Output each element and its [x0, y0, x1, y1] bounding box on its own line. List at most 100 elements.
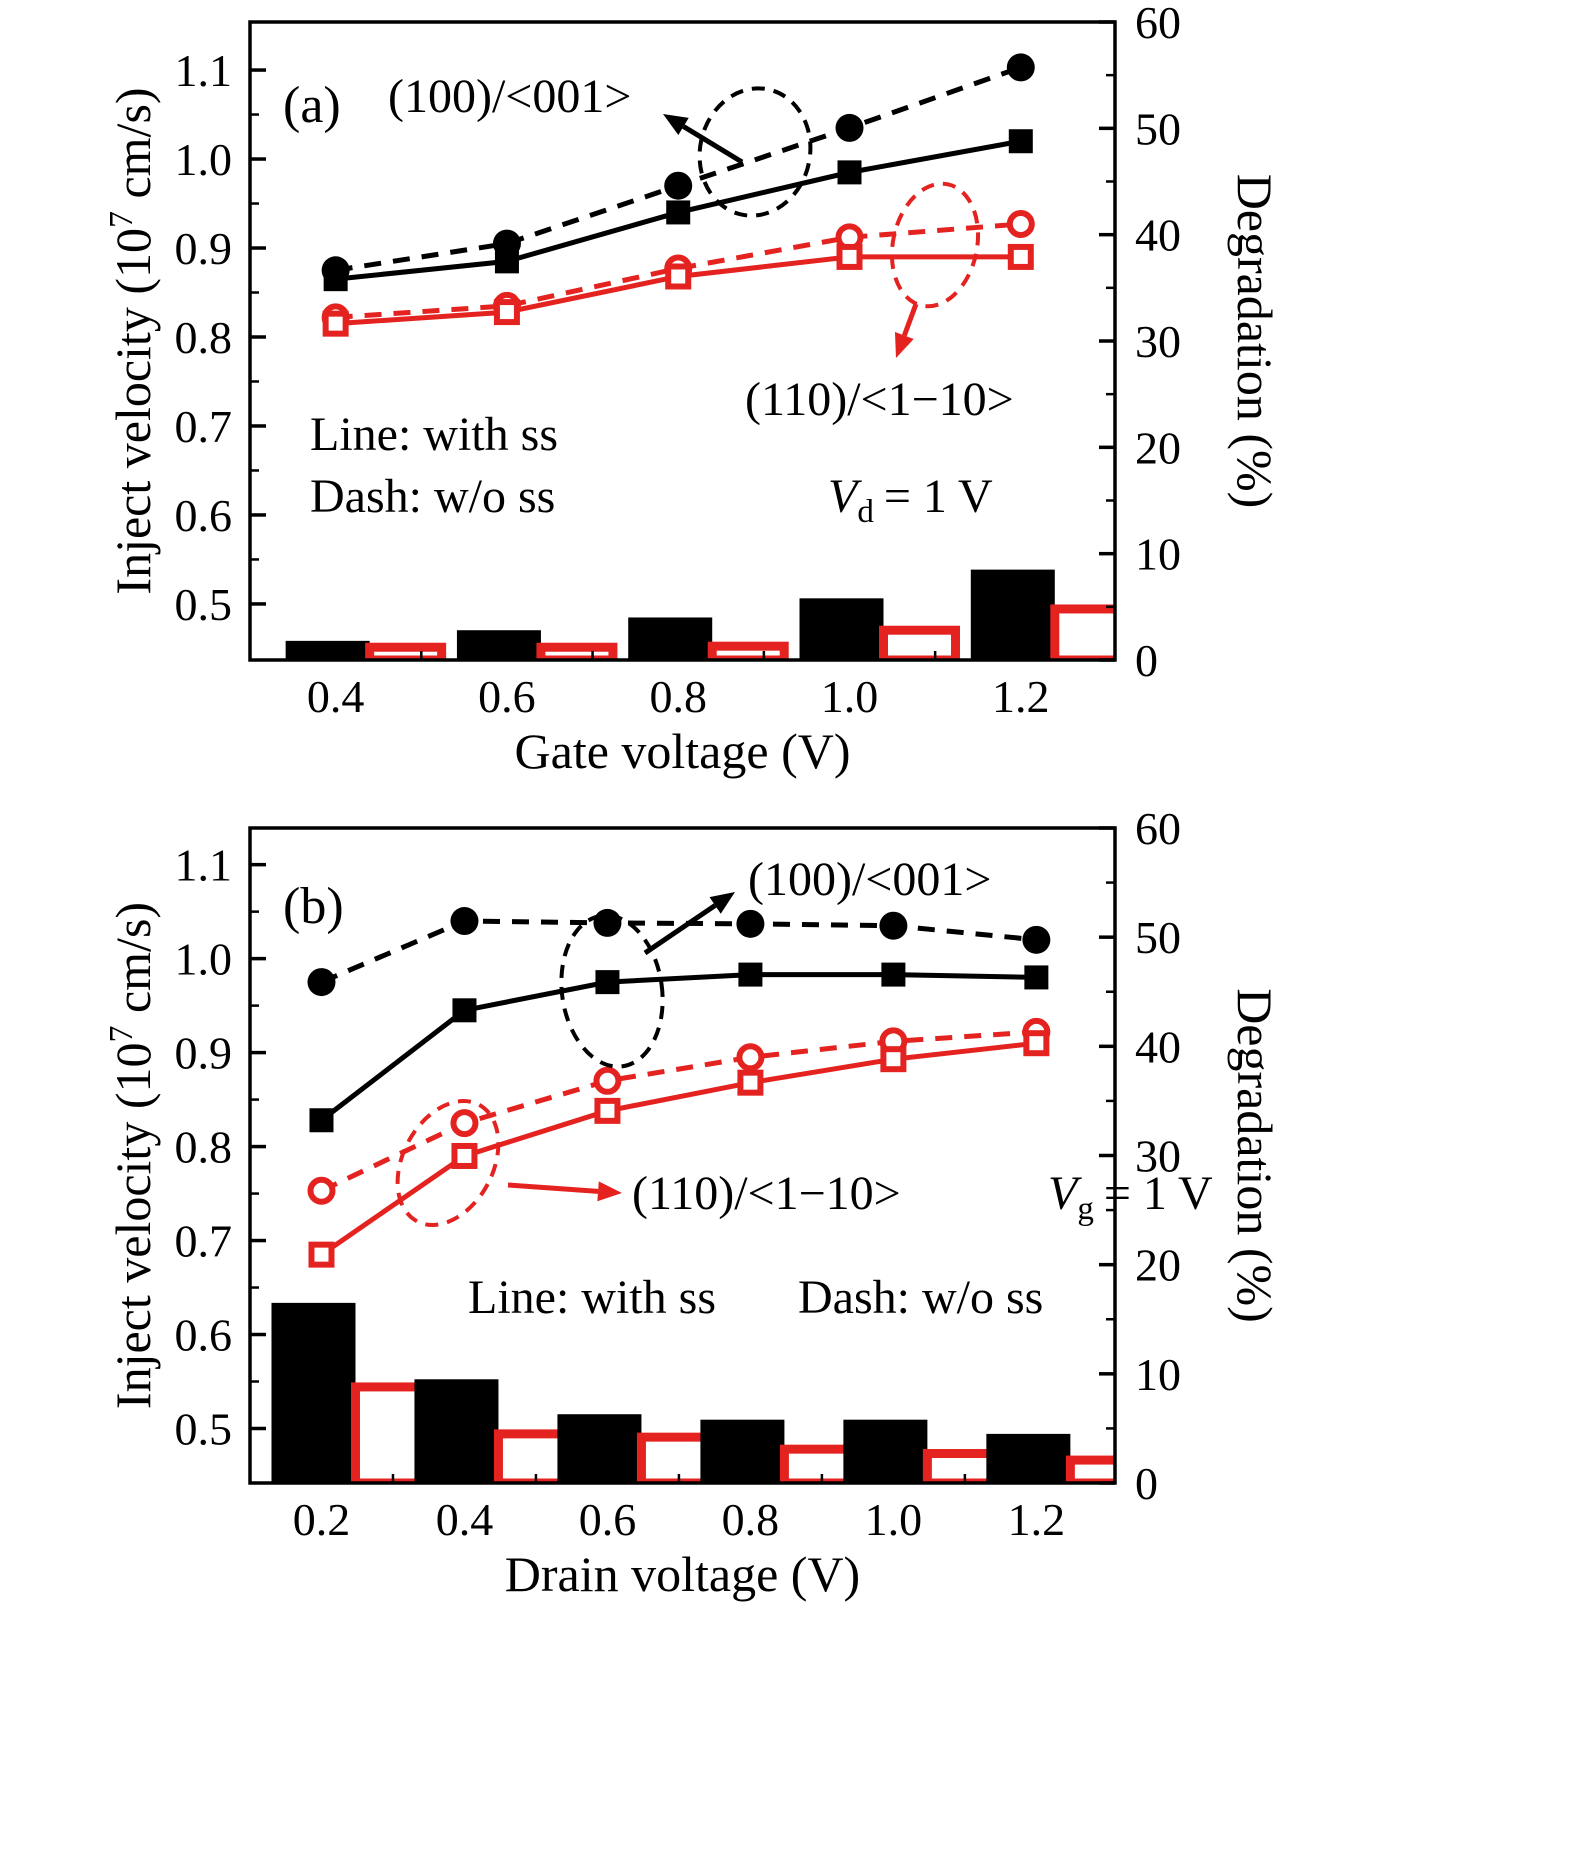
annotation-arrow-shaft: [901, 303, 919, 337]
marker-circle-filled: [1006, 53, 1035, 82]
y-left-tick-label: 0.7: [175, 401, 233, 452]
bar-open-red: [536, 642, 618, 660]
y-left-tick-label: 1.0: [175, 934, 233, 985]
bar-filled-black: [970, 569, 1055, 660]
annotation-dash-note: Dash: w/o ss: [310, 470, 555, 523]
y-left-tick-label: 0.9: [175, 1028, 233, 1079]
x-tick-label: 1.0: [821, 671, 879, 722]
bar-filled-black: [799, 598, 884, 660]
marker-square-open: [880, 1046, 907, 1073]
marker-circle-open: [1006, 209, 1035, 238]
bar-filled-black: [285, 640, 370, 660]
y-left-tick-label: 0.5: [175, 579, 233, 630]
annotation-line-note: Line: with ss: [310, 408, 558, 461]
marker-square-open: [322, 310, 349, 337]
y-right-tick-label: 50: [1135, 103, 1181, 154]
y-right-tick-label: 30: [1135, 316, 1181, 367]
series-1: [309, 962, 1049, 1133]
marker-square-open: [594, 1097, 621, 1124]
marker-square-filled: [494, 249, 519, 274]
annotation-panel-label: (a): [283, 77, 341, 134]
bar-filled-black: [557, 1414, 642, 1483]
x-tick-label: 0.2: [293, 1494, 351, 1545]
y-right-tick-label: 20: [1135, 422, 1181, 473]
marker-circle-filled: [879, 911, 908, 940]
y-left-tick-label: 1.1: [175, 840, 233, 891]
annotation-panel-label: (b): [283, 878, 344, 935]
marker-square-filled: [881, 962, 906, 987]
marker-square-filled: [452, 998, 477, 1023]
marker-square-open: [836, 243, 863, 270]
marker-square-open: [665, 263, 692, 290]
axes: [248, 826, 1117, 1485]
bar-open-red: [1050, 604, 1115, 660]
marker-square-filled: [1024, 965, 1049, 990]
annotation-label-110: (110)/<1−10>: [745, 373, 1014, 426]
marker-circle-filled: [835, 113, 864, 142]
y-left-tick-label: 1.1: [175, 45, 233, 96]
series-0: [307, 907, 1051, 997]
x-tick-label: 0.4: [307, 671, 365, 722]
x-tick-label: 0.6: [579, 1494, 637, 1545]
chart-panel-b: 0.2 0.4 0.6 0.8 1.0 1.2 0.5 0.6 0.7 0.8 0.9 1.0 1.1 0…: [103, 803, 1283, 1602]
x-tick-label: 0.4: [436, 1494, 494, 1545]
x-axis-title: Gate voltage (V): [515, 723, 851, 779]
marker-circle-open: [450, 1109, 479, 1138]
y-left-tick-label: 0.6: [175, 490, 233, 541]
x-axis-title: Drain voltage (V): [505, 1546, 860, 1602]
annotation-label-100: (100)/<001>: [388, 70, 631, 123]
marker-circle-filled: [1022, 925, 1051, 954]
marker-square-filled: [595, 970, 620, 995]
y-right-tick-label: 10: [1135, 529, 1181, 580]
annotation-ellipse: [559, 913, 665, 1069]
x-tick-label: 0.6: [478, 671, 536, 722]
annotation-label-100: (100)/<001>: [748, 853, 991, 906]
annotation-ellipse: [697, 86, 813, 218]
y-right-axis-title: Degradation (%): [1227, 174, 1283, 509]
x-tick-label: 1.2: [992, 671, 1050, 722]
marker-square-filled: [323, 267, 348, 292]
marker-square-open: [1007, 243, 1034, 270]
y-right-tick-label: 0: [1135, 1458, 1158, 1509]
y-left-tick-label: 0.7: [175, 1216, 233, 1267]
y-left-axis-title: Inject velocity (107 cm/s): [103, 87, 161, 594]
marker-square-open: [451, 1142, 478, 1169]
bar-filled-black: [271, 1302, 356, 1483]
x-tick-label: 1.2: [1008, 1494, 1066, 1545]
y-right-tick-label: 30: [1135, 1131, 1181, 1182]
annotation-arrow-head: [894, 332, 914, 358]
y-left-tick-label: 0.6: [175, 1310, 233, 1361]
degradation-bars: [285, 569, 1115, 660]
annotation-arrow-head: [663, 114, 689, 136]
marker-square-open: [493, 299, 520, 326]
bar-filled-black: [456, 630, 541, 660]
y-left-axis-title: Inject velocity (107 cm/s): [103, 902, 161, 1409]
marker-circle-filled: [736, 909, 765, 938]
bar-filled-black: [843, 1419, 928, 1483]
degradation-bars: [271, 1302, 1115, 1483]
y-right-tick-label: 10: [1135, 1349, 1181, 1400]
marker-circle-filled: [450, 907, 479, 936]
bias-condition-label: Vd = 1 V: [828, 470, 993, 530]
chart-panel-a: 0.4 0.6 0.8 1.0 1.2 0.5 0.6 0.7 0.8 0.9 1.0 1.1 0 10 2…: [103, 0, 1283, 779]
bar-open-red: [707, 641, 789, 660]
annotation-arrow-shaft: [643, 903, 717, 956]
marker-square-open: [737, 1069, 764, 1096]
marker-square-open: [1023, 1030, 1050, 1057]
y-right-tick-label: 60: [1135, 803, 1181, 854]
y-left-tick-label: 0.9: [175, 223, 233, 274]
annotation-dash-note: Dash: w/o ss: [798, 1271, 1043, 1324]
bar-open-red: [879, 625, 961, 660]
annotation-ellipse: [395, 1099, 501, 1227]
bar-open-red: [365, 642, 447, 660]
x-tick-label: 0.8: [722, 1494, 780, 1545]
marker-circle-open: [593, 1066, 622, 1095]
bar-filled-black: [986, 1433, 1071, 1483]
marker-square-filled: [666, 200, 691, 225]
y-left-tick-label: 0.5: [175, 1403, 233, 1454]
y-right-tick-label: 60: [1135, 0, 1181, 48]
bias-condition-label: Vg = 1 V: [1048, 1167, 1213, 1227]
y-right-tick-label: 40: [1135, 1021, 1181, 1072]
annotation-label-110: (110)/<1−10>: [632, 1167, 901, 1220]
